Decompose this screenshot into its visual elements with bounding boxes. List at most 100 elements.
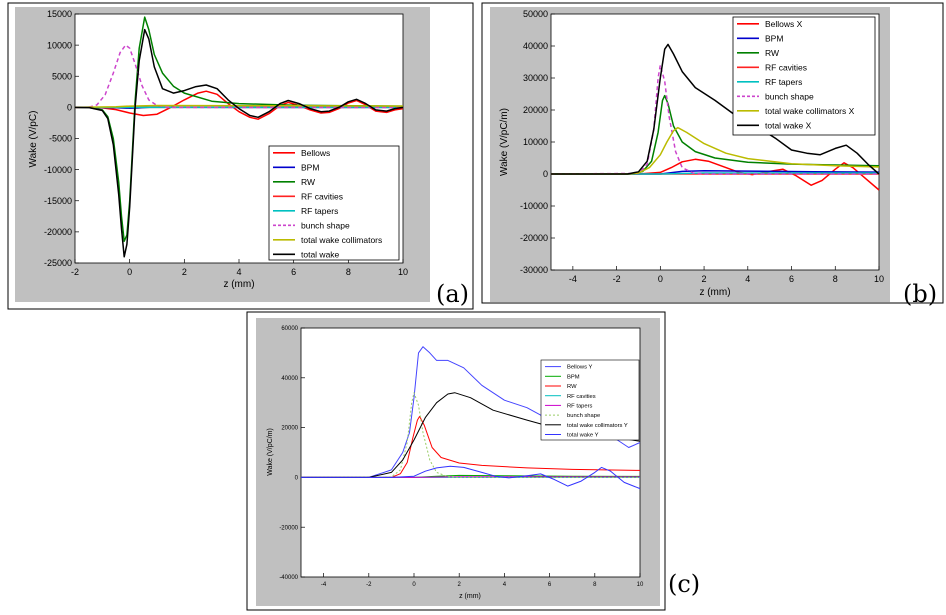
x-tick-label: 10 (398, 267, 408, 277)
y-tick-label: 15000 (47, 9, 72, 19)
panel-a-series (74, 16, 404, 258)
y-tick-label: 60000 (281, 326, 298, 332)
panel-c-legend-entries: Bellows Y BPM RW RF cavities RF tapers bunch … (545, 365, 628, 439)
x-tick-label: -2 (613, 274, 621, 284)
series-line-bunch-shape (300, 392, 640, 478)
x-tick-label: 10 (637, 582, 644, 588)
panel-c-tag: (c) (668, 570, 700, 598)
panel-b: -4 -2 0 2 4 6 8 10 -30000 -20000 -10000 0 10000 20000… (481, 2, 944, 308)
x-tick-label: 10 (874, 274, 884, 284)
panel-a-ticks: -2 0 2 4 6 8 10 -25000 -20000 -15000 -10000 -5000 0 5… (44, 9, 408, 277)
legend-label: total wake collimators Y (567, 423, 628, 429)
y-tick-label: 40000 (523, 41, 548, 51)
series-line-total-wake-y (301, 465, 641, 490)
panel-b-ylabel: Wake (V/pC/m) (499, 108, 510, 176)
legend-label: Bellows X (765, 19, 803, 29)
y-tick-label: -20000 (44, 227, 72, 237)
y-tick-label: 10000 (47, 40, 72, 50)
panel-b-ticks: -4 -2 0 2 4 6 8 10 -30000 -20000 -10000 0 10000 20000… (520, 9, 884, 284)
x-tick-label: -2 (71, 267, 79, 277)
y-tick-label: -20000 (520, 233, 548, 243)
x-tick-label: 6 (789, 274, 794, 284)
x-tick-label: 0 (127, 267, 132, 277)
panel-c-ylabel: Wake (V/pC/m) (267, 428, 274, 476)
x-tick-label: 6 (548, 582, 552, 588)
series-line-total-wake-x (551, 43, 880, 175)
legend-label: RF tapers (567, 404, 593, 410)
legend-label: RF cavities (765, 62, 807, 72)
y-tick-label: -5000 (49, 134, 72, 144)
x-tick-label: 6 (291, 267, 296, 277)
y-tick-label: 20000 (281, 426, 298, 432)
panel-c-legend (540, 359, 640, 441)
panel-a: -2 0 2 4 6 8 10 -25000 -20000 -15000 -10000 -5000 0 5… (7, 2, 474, 310)
panel-c-frame (246, 311, 666, 611)
panel-b-frame (481, 2, 944, 304)
legend-label: BPM (567, 374, 580, 380)
y-tick-label: 5000 (52, 71, 72, 81)
legend-label: BPM (765, 33, 783, 43)
legend-label: total wake Y (567, 433, 599, 439)
legend-label: RF cavities (301, 191, 343, 201)
x-tick-label: 2 (702, 274, 707, 284)
y-tick-label: -30000 (520, 265, 548, 275)
y-tick-label: -20000 (279, 525, 298, 531)
y-tick-label: 0 (543, 169, 548, 179)
series-line-rw (74, 16, 404, 242)
y-tick-label: 0 (295, 476, 299, 482)
legend-label: total wake collimators (301, 235, 382, 245)
panel-b-xlabel: z (mm) (699, 287, 730, 298)
legend-label: total wake X (765, 120, 812, 130)
x-tick-label: 4 (236, 267, 241, 277)
y-tick-label: -25000 (44, 258, 72, 268)
legend-label: Bellows Y (567, 365, 592, 371)
panel-a-frame (7, 2, 474, 310)
y-tick-label: 30000 (523, 73, 548, 83)
legend-label: BPM (301, 162, 319, 172)
y-tick-label: -15000 (44, 196, 72, 206)
panel-c-ticks: -4 -2 0 2 4 6 8 10 -40000 -20000 0 20000 40000 60000 (279, 326, 644, 588)
panel-b-legend (732, 16, 876, 136)
legend-label: total wake collimators X (765, 106, 855, 116)
series-line-bellows (74, 90, 404, 120)
panel-c: -4 -2 0 2 4 6 8 10-40000-200000200004000060000 … (246, 311, 700, 611)
series-line-bunch-shape (550, 64, 879, 175)
x-tick-label: 0 (412, 582, 416, 588)
series-line-total-wake-collimators-x (551, 126, 880, 175)
legend-label: Bellows (301, 148, 330, 158)
panel-a-xlabel: z (mm) (223, 279, 254, 290)
panel-b-legend-entries: Bellows X BPM RW RF cavities RF tapers bunch … (737, 19, 855, 130)
y-tick-label: 10000 (523, 137, 548, 147)
legend-label: RW (567, 384, 577, 390)
legend-label: RF cavities (567, 394, 596, 400)
y-tick-label: 0 (67, 103, 72, 113)
panel-a-tag: (a) (436, 280, 469, 308)
legend-label: RW (301, 177, 315, 187)
series-line-rw (301, 415, 641, 478)
y-tick-label: 20000 (523, 105, 548, 115)
panel-a-ylabel: Wake (V/pC) (28, 111, 39, 168)
panel-a-legend (268, 145, 400, 261)
y-tick-label: 50000 (523, 9, 548, 19)
x-tick-label: 0 (658, 274, 663, 284)
series-line-total-wake (74, 28, 404, 258)
x-tick-label: 8 (833, 274, 838, 284)
x-tick-label: 8 (593, 582, 597, 588)
x-tick-label: -2 (366, 582, 372, 588)
legend-label: bunch shape (567, 413, 600, 419)
y-tick-label: 40000 (281, 376, 298, 382)
x-tick-label: -4 (321, 582, 327, 588)
series-line-bunch-shape (74, 44, 403, 109)
series-line-rw (551, 94, 880, 175)
legend-label: RF tapers (765, 77, 802, 87)
legend-label: RW (765, 48, 779, 58)
x-tick-label: 8 (346, 267, 351, 277)
legend-label: bunch shape (301, 220, 350, 230)
x-tick-label: 4 (503, 582, 507, 588)
x-tick-label: -4 (569, 274, 577, 284)
panel-b-tag: (b) (903, 280, 937, 308)
x-tick-label: 2 (182, 267, 187, 277)
legend-label: total wake (301, 249, 340, 259)
panel-c-xlabel: z (mm) (459, 593, 481, 600)
